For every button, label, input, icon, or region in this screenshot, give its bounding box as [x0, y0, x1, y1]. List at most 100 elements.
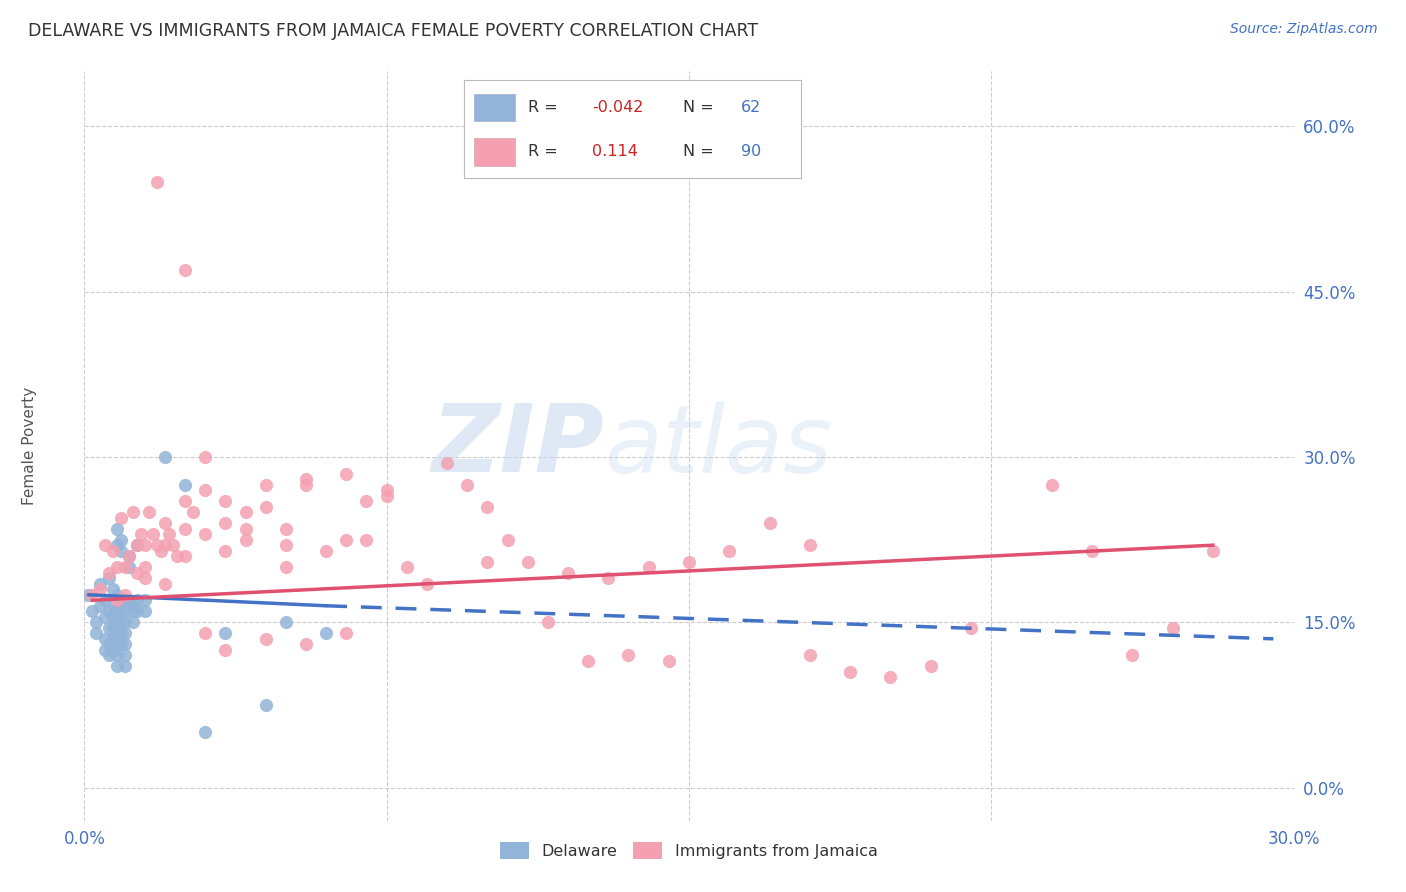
Point: [125, 593, 148, 607]
Legend: Delaware, Immigrants from Jamaica: Delaware, Immigrants from Jamaica: [494, 836, 884, 865]
Point: [101, 582, 124, 597]
Text: ZIP: ZIP: [432, 400, 605, 492]
Point: [496, 533, 519, 547]
Point: [718, 543, 741, 558]
Point: [879, 670, 901, 684]
Point: [162, 538, 184, 552]
Point: [101, 543, 124, 558]
Point: [110, 533, 132, 547]
Point: [920, 659, 942, 673]
Point: [1121, 648, 1143, 663]
Point: [110, 604, 132, 618]
Point: [77, 588, 100, 602]
Point: [97, 571, 120, 585]
Point: [194, 483, 217, 497]
Point: [576, 654, 599, 668]
Point: [436, 456, 458, 470]
Point: [235, 505, 257, 519]
Point: [274, 538, 297, 552]
Point: [194, 626, 217, 640]
Point: [110, 637, 132, 651]
Point: [174, 477, 197, 491]
Point: [153, 450, 176, 464]
Point: [105, 522, 128, 536]
Point: [174, 262, 197, 277]
Point: [395, 560, 418, 574]
Point: [153, 516, 176, 530]
Text: Female Poverty: Female Poverty: [22, 387, 38, 505]
Point: [93, 593, 115, 607]
Point: [1081, 543, 1104, 558]
Point: [516, 555, 538, 569]
Point: [105, 560, 128, 574]
Point: [114, 560, 136, 574]
Point: [118, 593, 141, 607]
Point: [93, 538, 115, 552]
Point: [134, 571, 156, 585]
Point: [125, 566, 148, 580]
Point: [101, 632, 124, 646]
Point: [1202, 543, 1225, 558]
Point: [146, 538, 169, 552]
Point: [134, 593, 156, 607]
Point: [375, 489, 398, 503]
Point: [105, 604, 128, 618]
Point: [254, 632, 277, 646]
Text: N =: N =: [683, 100, 714, 115]
Point: [110, 626, 132, 640]
Point: [356, 494, 378, 508]
Point: [105, 626, 128, 640]
Point: [89, 576, 111, 591]
Point: [274, 522, 297, 536]
Point: [101, 621, 124, 635]
Point: [134, 560, 156, 574]
Text: Source: ZipAtlas.com: Source: ZipAtlas.com: [1230, 22, 1378, 37]
Point: [89, 582, 111, 597]
Point: [125, 538, 148, 552]
Point: [97, 648, 120, 663]
Point: [118, 549, 141, 564]
Point: [110, 615, 132, 630]
Text: 0.114: 0.114: [592, 145, 638, 160]
Point: [114, 604, 136, 618]
Point: [335, 626, 357, 640]
Point: [839, 665, 862, 679]
Point: [146, 175, 169, 189]
Point: [97, 566, 120, 580]
Text: atlas: atlas: [605, 401, 832, 491]
Point: [114, 593, 136, 607]
Point: [153, 576, 176, 591]
Point: [121, 599, 143, 613]
Point: [105, 659, 128, 673]
Text: DELAWARE VS IMMIGRANTS FROM JAMAICA FEMALE POVERTY CORRELATION CHART: DELAWARE VS IMMIGRANTS FROM JAMAICA FEMA…: [28, 22, 758, 40]
Point: [121, 615, 143, 630]
Point: [101, 609, 124, 624]
Point: [214, 543, 236, 558]
Point: [82, 604, 104, 618]
Point: [295, 472, 318, 486]
Point: [1040, 477, 1063, 491]
Bar: [474, 94, 515, 121]
Point: [557, 566, 579, 580]
Point: [315, 543, 337, 558]
Point: [235, 533, 257, 547]
Point: [105, 615, 128, 630]
Point: [114, 588, 136, 602]
Point: [678, 555, 700, 569]
Point: [101, 599, 124, 613]
Point: [138, 505, 160, 519]
Point: [118, 560, 141, 574]
Point: [93, 643, 115, 657]
Point: [89, 599, 111, 613]
Point: [254, 477, 277, 491]
Point: [93, 609, 115, 624]
Point: [97, 604, 120, 618]
Point: [274, 615, 297, 630]
Point: [799, 648, 821, 663]
Point: [110, 543, 132, 558]
Point: [105, 648, 128, 663]
Point: [274, 560, 297, 574]
Point: [194, 527, 217, 541]
Point: [295, 477, 318, 491]
Point: [477, 555, 499, 569]
